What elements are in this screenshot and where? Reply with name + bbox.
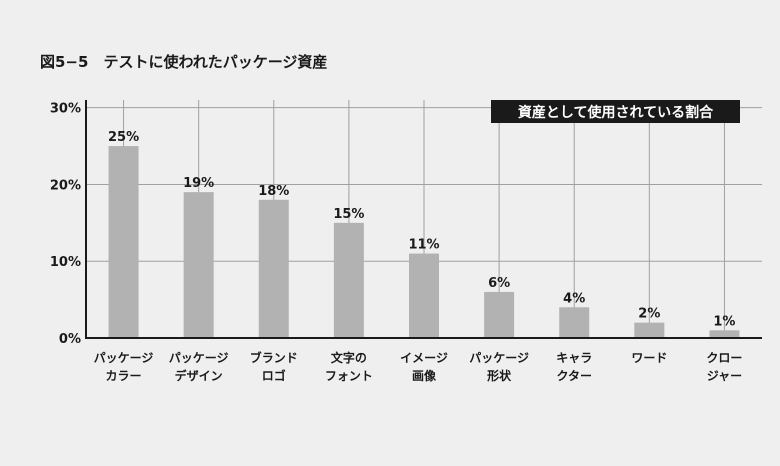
y-tick-label: 20% xyxy=(50,178,81,193)
bar-value-label: 1% xyxy=(713,314,735,329)
category-label-line: キャラ xyxy=(556,351,592,365)
bar-value-label: 11% xyxy=(408,238,439,253)
bar xyxy=(634,323,664,338)
bar-value-label: 25% xyxy=(108,130,139,145)
bar-value-label: 6% xyxy=(488,276,510,291)
bar-value-label: 19% xyxy=(183,176,214,191)
category-label-line: クター xyxy=(556,369,592,383)
bar-value-label: 18% xyxy=(258,184,289,199)
category-label: イメージ画像 xyxy=(400,351,448,383)
category-label-line: 文字の xyxy=(331,350,367,365)
legend-label: 資産として使用されている割合 xyxy=(518,104,714,121)
category-label: クロージャー xyxy=(706,351,742,383)
category-label-line: 画像 xyxy=(412,368,437,383)
bar-value-label: 2% xyxy=(638,307,660,322)
bar-value-label: 4% xyxy=(563,291,585,306)
category-label-line: パッケージ xyxy=(469,351,529,365)
bar-value-label: 15% xyxy=(333,207,364,222)
bar xyxy=(259,200,289,338)
category-label-line: ワード xyxy=(631,351,667,365)
category-label: ワード xyxy=(631,351,667,365)
chart-title: 図5−5 テストに使われたパッケージ資産 xyxy=(40,53,327,71)
y-tick-label: 0% xyxy=(59,332,81,347)
category-label-line: ジャー xyxy=(707,369,742,383)
category-label: パッケージ形状 xyxy=(469,351,529,383)
category-label-line: デザイン xyxy=(175,368,223,383)
category-label: 文字のフォント xyxy=(325,350,373,383)
category-label-line: ブランド xyxy=(250,350,298,365)
category-label: ブランドロゴ xyxy=(250,350,298,383)
category-label: パッケージデザイン xyxy=(169,351,229,383)
bar xyxy=(409,254,439,338)
bar xyxy=(709,330,739,338)
category-label-line: ロゴ xyxy=(262,368,286,383)
category-label-line: パッケージ xyxy=(169,351,229,365)
y-tick-label: 10% xyxy=(50,255,81,270)
category-label-line: クロー xyxy=(706,351,742,365)
category-label: キャラクター xyxy=(556,351,592,383)
bar xyxy=(184,192,214,338)
category-label: パッケージカラー xyxy=(94,351,154,383)
category-label-line: イメージ xyxy=(400,351,448,365)
bar xyxy=(484,292,514,338)
bar xyxy=(559,307,589,338)
category-label-line: カラー xyxy=(106,369,142,383)
category-label-line: パッケージ xyxy=(94,351,154,365)
bar xyxy=(334,223,364,338)
category-label-line: フォント xyxy=(325,369,373,383)
category-label-line: 形状 xyxy=(487,368,512,383)
bar xyxy=(109,146,139,338)
y-tick-label: 30% xyxy=(50,102,81,117)
